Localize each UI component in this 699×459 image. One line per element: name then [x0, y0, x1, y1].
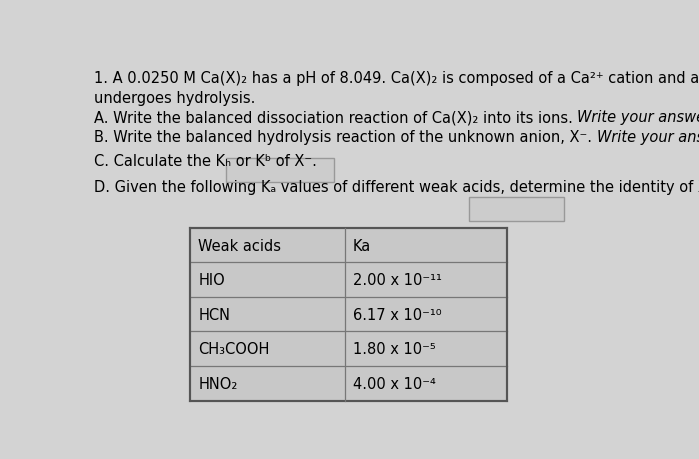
Text: HIO: HIO	[199, 273, 225, 287]
Text: CH₃COOH: CH₃COOH	[199, 341, 270, 357]
Text: Write your answer on your solution sheet: Write your answer on your solution sheet	[596, 129, 699, 144]
Text: 1. A 0.0250 M Ca(X)₂ has a pH of 8.049. Ca(X)₂ is composed of a Ca²⁺ cation and : 1. A 0.0250 M Ca(X)₂ has a pH of 8.049. …	[94, 71, 699, 86]
Text: HNO₂: HNO₂	[199, 376, 238, 391]
Text: undergoes hydrolysis.: undergoes hydrolysis.	[94, 90, 255, 106]
Text: Write your answer on your solution sheet: Write your answer on your solution sheet	[577, 110, 699, 125]
FancyBboxPatch shape	[190, 228, 507, 401]
Text: A. Write the balanced dissociation reaction of Ca(X)₂ into its ions.: A. Write the balanced dissociation react…	[94, 110, 577, 125]
Text: HCN: HCN	[199, 307, 231, 322]
Text: Ka: Ka	[353, 238, 371, 253]
Text: Weak acids: Weak acids	[199, 238, 282, 253]
Text: 4.00 x 10⁻⁴: 4.00 x 10⁻⁴	[353, 376, 435, 391]
Text: 6.17 x 10⁻¹⁰: 6.17 x 10⁻¹⁰	[353, 307, 442, 322]
Text: D. Given the following Kₐ values of different weak acids, determine the identity: D. Given the following Kₐ values of diff…	[94, 179, 699, 195]
Text: 2.00 x 10⁻¹¹: 2.00 x 10⁻¹¹	[353, 273, 442, 287]
FancyBboxPatch shape	[226, 158, 334, 182]
Text: B. Write the balanced hydrolysis reaction of the unknown anion, X⁻.: B. Write the balanced hydrolysis reactio…	[94, 129, 596, 144]
Text: C. Calculate the Kₕ or Kᵇ of X⁻.: C. Calculate the Kₕ or Kᵇ of X⁻.	[94, 154, 317, 169]
FancyBboxPatch shape	[469, 197, 564, 221]
Text: 1.80 x 10⁻⁵: 1.80 x 10⁻⁵	[353, 341, 435, 357]
